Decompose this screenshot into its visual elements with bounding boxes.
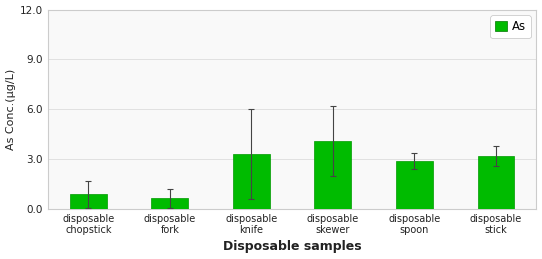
Bar [396, 161, 433, 209]
X-axis label: Disposable samples: Disposable samples [223, 240, 362, 254]
Legend: As: As [491, 16, 531, 38]
Bar [314, 141, 351, 209]
Y-axis label: As Conc.(μg/L): As Conc.(μg/L) [5, 69, 16, 150]
Bar [478, 156, 514, 209]
Bar [233, 154, 270, 209]
Bar [151, 198, 188, 209]
Bar [70, 194, 107, 209]
